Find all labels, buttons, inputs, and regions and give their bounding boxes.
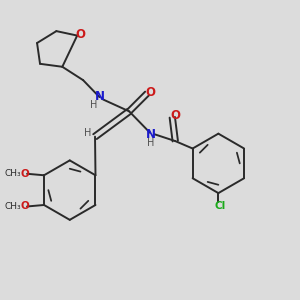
Text: CH₃: CH₃ xyxy=(4,169,21,178)
Text: O: O xyxy=(21,169,30,179)
Text: H: H xyxy=(90,100,97,110)
Text: CH₃: CH₃ xyxy=(4,202,21,211)
Text: H: H xyxy=(84,128,91,138)
Text: N: N xyxy=(94,90,104,103)
Text: O: O xyxy=(171,109,181,122)
Text: N: N xyxy=(146,128,156,141)
Text: O: O xyxy=(146,85,156,98)
Text: H: H xyxy=(147,138,155,148)
Text: O: O xyxy=(21,202,30,212)
Text: O: O xyxy=(76,28,86,41)
Text: Cl: Cl xyxy=(214,201,226,211)
